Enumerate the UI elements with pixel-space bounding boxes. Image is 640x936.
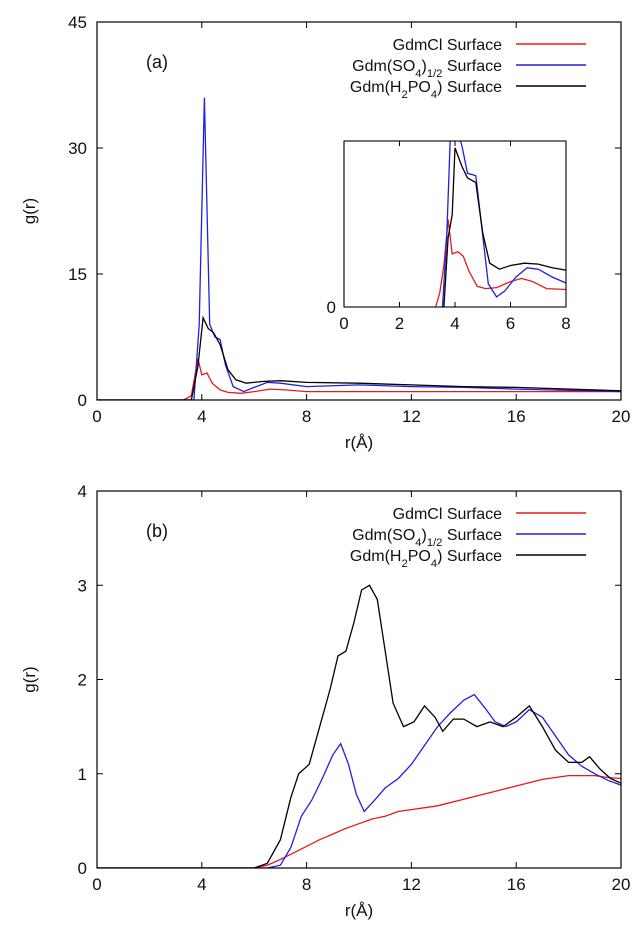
y-tick-label: 1	[78, 765, 87, 784]
legend-text-part: ) Surface	[437, 79, 502, 96]
inset-y-tick-label: 0	[327, 298, 336, 317]
panel-label: (a)	[146, 52, 168, 72]
series-line-3	[97, 585, 621, 868]
series-line-3	[97, 318, 621, 400]
x-tick-label: 20	[612, 407, 631, 426]
legend-text-part: Surface	[442, 527, 502, 544]
x-tick-label: 16	[507, 407, 526, 426]
x-tick-label: 0	[92, 407, 101, 426]
panel-label: (b)	[146, 521, 168, 541]
x-axis-label: r(Å)	[345, 433, 373, 452]
y-tick-label: 45	[68, 13, 87, 32]
legend-label: Gdm(H2PO4) Surface	[350, 548, 502, 570]
x-tick-label: 20	[612, 875, 631, 894]
y-tick-label: 30	[68, 139, 87, 158]
y-tick-label: 0	[78, 859, 87, 878]
series-line-1	[97, 776, 621, 868]
legend-label: Gdm(SO4)1/2 Surface	[352, 527, 502, 549]
x-tick-label: 12	[402, 407, 421, 426]
legend-text-part: PO	[408, 79, 431, 96]
x-tick-label: 4	[197, 407, 206, 426]
x-tick-label: 12	[402, 875, 421, 894]
legend-label: Gdm(H2PO4) Surface	[350, 79, 502, 101]
x-axis-label: r(Å)	[345, 901, 373, 920]
inset-x-tick-label: 2	[395, 314, 404, 333]
legend-text-part: Surface	[442, 58, 502, 75]
inset-x-tick-label: 0	[339, 314, 348, 333]
inset-x-tick-label: 4	[450, 314, 459, 333]
inset-x-tick-label: 8	[561, 314, 570, 333]
legend-text-part: PO	[408, 548, 431, 565]
legend-text-part: ) Surface	[437, 548, 502, 565]
legend-text-part: Gdm(SO	[352, 58, 415, 75]
y-tick-label: 3	[78, 576, 87, 595]
x-tick-label: 16	[507, 875, 526, 894]
series-line-1	[97, 359, 621, 400]
legend-text-part: Gdm(SO	[352, 527, 415, 544]
inset-chart: 0 2 4 6 8 0	[327, 123, 571, 333]
y-tick-label: 4	[78, 482, 87, 501]
x-tick-label: 4	[197, 875, 206, 894]
series-line-2	[97, 695, 621, 868]
x-tick-label: 8	[302, 407, 311, 426]
y-tick-label: 2	[78, 671, 87, 690]
legend-label: GdmCl Surface	[393, 506, 502, 523]
x-tick-label: 0	[92, 875, 101, 894]
y-tick-label: 0	[78, 391, 87, 410]
legend-text-part: Gdm(H	[350, 548, 402, 565]
legend-label: GdmCl Surface	[393, 37, 502, 54]
legend-label: Gdm(SO4)1/2 Surface	[352, 58, 502, 80]
x-tick-label: 8	[302, 875, 311, 894]
y-tick-label: 15	[68, 265, 87, 284]
legend-text-part: Gdm(H	[350, 79, 402, 96]
inset-x-tick-label: 6	[506, 314, 515, 333]
y-axis-label: g(r)	[20, 666, 39, 692]
y-axis-label: g(r)	[20, 198, 39, 224]
